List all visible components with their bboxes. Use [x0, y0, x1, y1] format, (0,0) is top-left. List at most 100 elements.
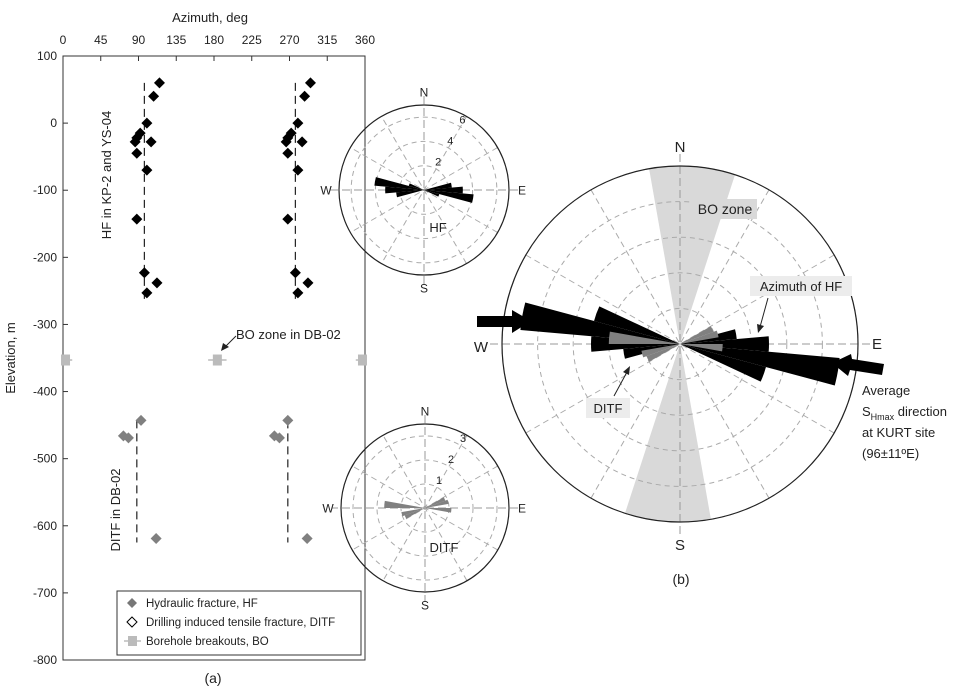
rose-direction-label: W — [474, 339, 489, 356]
y-tick-label: -500 — [33, 452, 57, 466]
bo-zone-wedge — [624, 344, 711, 522]
rose-direction-label: S — [675, 537, 685, 554]
rose-direction-label: E — [872, 336, 882, 353]
rose-direction-label: S — [421, 598, 429, 612]
rose-hf: N E S W 246 — [320, 85, 526, 295]
rose-direction-label: S — [420, 281, 428, 295]
legend: Hydraulic fracture, HF Drilling induced … — [116, 590, 362, 656]
ditf-petal — [680, 326, 714, 344]
y-tick-label: -100 — [33, 183, 57, 197]
y-tick-label: -200 — [33, 250, 57, 264]
shmax-caption-line3: at KURT site — [862, 425, 935, 440]
x-tick-label: 225 — [242, 33, 262, 47]
hf-point — [292, 287, 304, 299]
x-tick-label: 0 — [60, 33, 67, 47]
rose-ring — [350, 116, 498, 264]
rose-ring-label: 3 — [460, 433, 466, 445]
rose-b: N E S W — [474, 139, 882, 554]
y-tick-label: 100 — [37, 49, 57, 63]
y-tick-label: -400 — [33, 385, 57, 399]
ditf-group-label: DITF in DB-02 — [108, 468, 123, 551]
rose-outline — [340, 423, 510, 593]
rose-ditf: N E S W 123 — [322, 404, 526, 612]
hf-azimuth-label: Azimuth of HF — [760, 279, 842, 294]
hf-point — [131, 213, 143, 225]
shmax-caption-line2: SHmax direction — [862, 404, 947, 422]
hf-point — [280, 136, 292, 148]
legend-symbol-hf — [127, 598, 137, 608]
rose-ring — [376, 459, 474, 557]
hf-point — [282, 147, 294, 159]
rose-direction-label: E — [518, 501, 526, 515]
shmax-caption-direction: direction — [894, 404, 947, 419]
hf-point — [282, 213, 294, 225]
shmax-caption-sub: Hmax — [871, 412, 895, 422]
hf-petal — [408, 183, 424, 190]
x-tick-label: 315 — [317, 33, 337, 47]
ditf-petal — [680, 330, 719, 344]
hf-petal — [424, 190, 440, 197]
panel-label-a: (a) — [204, 670, 221, 686]
rose-direction-label: W — [320, 183, 332, 197]
x-tick-label: 45 — [94, 33, 108, 47]
hf-point — [141, 287, 153, 299]
ditf-petal — [404, 508, 425, 519]
rose-ring-label: 2 — [435, 157, 441, 169]
shmax-caption: Average SHmax direction at KURT site (96… — [862, 383, 947, 461]
hf-point — [145, 136, 157, 148]
ditf-label: DITF — [594, 401, 623, 416]
hf-azimuth-arrow — [759, 297, 769, 328]
shmax-arrow-west — [477, 310, 531, 333]
y-tick-label: -800 — [33, 653, 57, 667]
shmax-caption-line1: Average — [862, 383, 910, 398]
hf-petal — [374, 177, 424, 190]
hf-petal — [680, 336, 769, 352]
hf-point — [153, 77, 165, 89]
ditf-petal — [425, 497, 446, 508]
hf-point — [131, 147, 143, 159]
ditf-petal — [401, 508, 425, 517]
legend-symbol-bo — [128, 636, 137, 646]
rose-ring — [537, 201, 823, 487]
ditf-petal — [608, 331, 680, 344]
rose-direction-label: W — [322, 501, 334, 515]
hf-petal — [424, 190, 474, 203]
x-tick-label: 360 — [355, 33, 375, 47]
ditf-petal — [425, 499, 449, 508]
shmax-caption-line4: (96±11ºE) — [862, 446, 919, 461]
hf-point — [141, 164, 153, 176]
hf-petal — [424, 182, 452, 190]
bo-zone-label: BO zone in DB-02 — [236, 327, 341, 342]
ditf-arrow — [613, 371, 628, 397]
rose-ring-label: 1 — [436, 475, 442, 487]
hf-petal — [520, 302, 680, 344]
bo-zone-wedge — [649, 166, 736, 344]
ditf-point — [273, 432, 285, 444]
y-tick-label: 0 — [50, 116, 57, 130]
rose-ring — [572, 236, 788, 452]
ditf-point — [282, 414, 294, 426]
shmax-caption-s: S — [862, 404, 871, 419]
hf-petal — [424, 186, 463, 194]
hf-azimuth-label-bg — [750, 276, 852, 296]
bo-zone-label-bg — [693, 199, 757, 219]
panel-label-b: (b) — [672, 571, 689, 587]
legend-label-hf: Hydraulic fracture, HF — [146, 598, 258, 610]
hf-petal — [385, 186, 424, 194]
y-tick-label: -700 — [33, 586, 57, 600]
data-points — [61, 77, 367, 545]
bo-point — [357, 354, 367, 366]
legend-label-bo: Borehole breakouts, BO — [146, 636, 269, 648]
hf-point — [141, 117, 153, 129]
legend-label-ditf: Drilling induced tensile fracture, DITF — [146, 617, 335, 629]
rose-ring — [374, 140, 474, 240]
rose-ring-label: 6 — [459, 114, 465, 126]
hf-point — [148, 90, 160, 102]
hf-point — [296, 136, 308, 148]
ditf-arrowhead — [623, 366, 630, 375]
x-tick-label: 180 — [204, 33, 224, 47]
y-ticks: 100 0 -100 -200 -300 -400 -500 -600 -700 -800 — [33, 49, 68, 667]
rose-outline — [338, 104, 510, 276]
legend-box — [116, 590, 362, 656]
